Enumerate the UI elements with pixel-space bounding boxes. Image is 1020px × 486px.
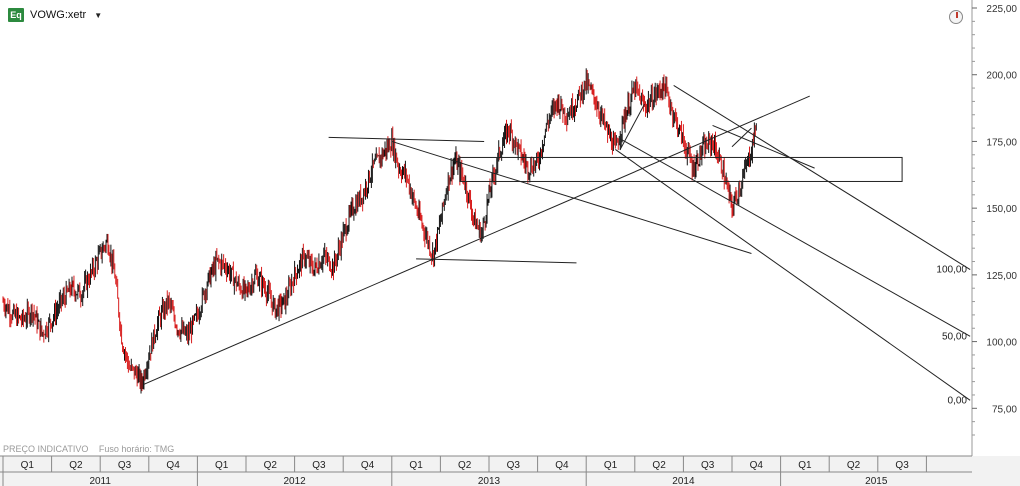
quarter-label: Q2 (69, 460, 83, 471)
price-zone-rectangle (459, 156, 903, 182)
year-label: 2013 (478, 476, 501, 486)
quarter-label: Q1 (798, 460, 812, 471)
quarter-label: Q1 (604, 460, 618, 471)
quarter-label: Q2 (847, 460, 861, 471)
caret-down-icon[interactable]: ▼ (94, 10, 103, 20)
year-label: 2014 (672, 476, 695, 486)
quarter-label: Q2 (264, 460, 278, 471)
quarter-label: Q1 (21, 460, 35, 471)
x-axis-band (0, 456, 1020, 486)
y-tick-label: 200,00 (986, 71, 1017, 82)
y-tick-label: 75,00 (992, 404, 1017, 415)
bottom-horizontal-line (416, 258, 577, 264)
year-label: 2012 (283, 476, 306, 486)
resistance-trendline (391, 140, 752, 255)
chart-header: Eq VOWG:xetr ▼ (8, 6, 102, 24)
y-tick-label: 125,00 (986, 271, 1017, 282)
clock-icon[interactable] (949, 10, 963, 24)
middle-channel-line (619, 138, 971, 337)
small-trendline-b (712, 124, 815, 169)
y-tick-label: 150,00 (986, 204, 1017, 215)
small-trendline-c (731, 127, 752, 148)
quarter-label: Q2 (652, 460, 666, 471)
fib-level-label: 0,00 (948, 395, 968, 406)
quarter-label: Q1 (409, 460, 423, 471)
quarter-label: Q4 (750, 460, 764, 471)
indicative-price-label: PREÇO INDICATIVO (3, 444, 89, 454)
quarter-label: Q4 (361, 460, 375, 471)
upper-channel-line (673, 84, 971, 270)
year-label: 2015 (865, 476, 888, 486)
fib-level-label: 50,00 (942, 331, 967, 342)
lower-channel-line (615, 149, 971, 401)
footer-note: PREÇO INDICATIVO Fuso horário: TMG (3, 444, 174, 454)
quarter-label: Q3 (507, 460, 521, 471)
quarter-label: Q3 (312, 460, 326, 471)
fib-level-label: 100,00 (936, 265, 967, 276)
quarter-label: Q4 (166, 460, 180, 471)
quarter-label: Q4 (555, 460, 569, 471)
timezone-label: Fuso horário: TMG (98, 444, 175, 454)
y-tick-label: 225,00 (986, 4, 1017, 15)
quarter-label: Q1 (215, 460, 229, 471)
support-trendline (143, 95, 810, 385)
equity-badge: Eq (8, 8, 24, 22)
y-tick-label: 175,00 (986, 137, 1017, 148)
quarter-label: Q2 (458, 460, 472, 471)
quarter-label: Q3 (701, 460, 715, 471)
top-horizontal-line (328, 136, 485, 142)
small-trendline-a (619, 103, 645, 150)
year-label: 2011 (89, 476, 111, 486)
quarter-label: Q3 (118, 460, 132, 471)
y-tick-label: 100,00 (986, 338, 1017, 349)
symbol-label[interactable]: VOWG:xetr (30, 9, 87, 21)
quarter-label: Q3 (895, 460, 909, 471)
